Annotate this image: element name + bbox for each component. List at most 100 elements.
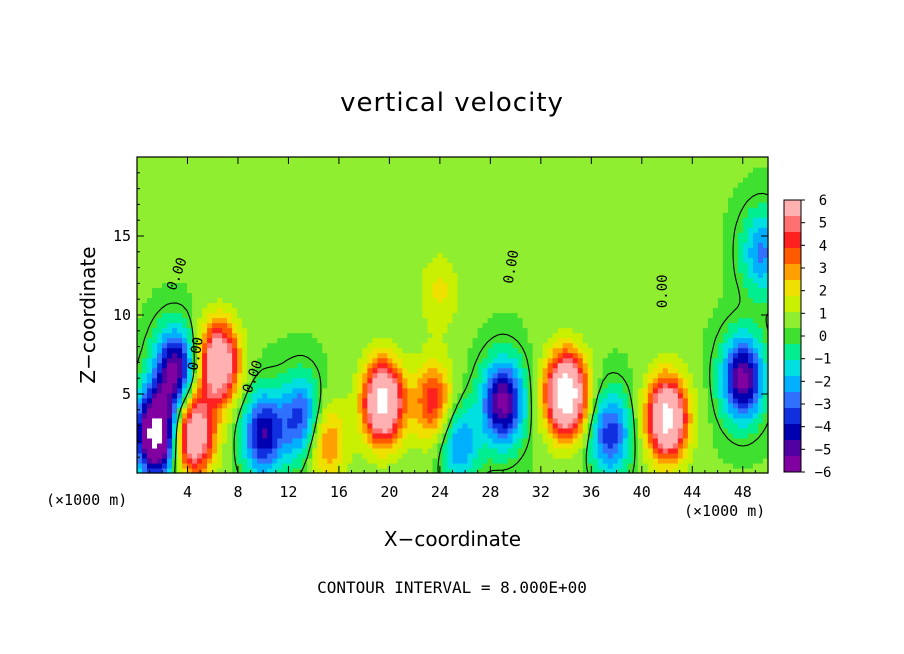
heatmap-cell xyxy=(372,402,378,409)
heatmap-cell xyxy=(477,347,484,354)
heatmap-cell xyxy=(342,412,348,419)
heatmap-cell xyxy=(252,392,258,399)
heatmap-cell xyxy=(527,217,534,223)
heatmap-cell xyxy=(492,382,499,389)
heatmap-cell xyxy=(217,257,223,263)
heatmap-cell xyxy=(162,277,168,283)
heatmap-cell xyxy=(382,437,388,444)
heatmap-cell xyxy=(277,397,283,404)
heatmap-cell xyxy=(392,362,399,369)
heatmap-cell xyxy=(172,447,178,454)
heatmap-cell xyxy=(397,342,404,349)
heatmap-cell xyxy=(287,452,293,459)
heatmap-cell xyxy=(387,282,394,289)
heatmap-cell xyxy=(432,262,439,268)
heatmap-cell xyxy=(147,382,153,389)
heatmap-cell xyxy=(487,202,494,208)
heatmap-cell xyxy=(182,187,188,193)
heatmap-cell xyxy=(477,207,484,213)
heatmap-cell xyxy=(447,357,454,364)
heatmap-cell xyxy=(362,467,368,474)
heatmap-cell xyxy=(337,322,343,329)
heatmap-cell xyxy=(467,227,474,233)
heatmap-cell xyxy=(297,322,303,329)
heatmap-cell xyxy=(292,192,298,198)
heatmap-cell xyxy=(292,307,298,314)
heatmap-cell xyxy=(482,207,489,213)
heatmap-cell xyxy=(472,397,479,404)
heatmap-cell xyxy=(472,227,479,233)
heatmap-cell xyxy=(477,297,484,304)
heatmap-cell xyxy=(457,257,464,263)
heatmap-cell xyxy=(262,322,268,329)
heatmap-cell xyxy=(482,427,489,434)
heatmap-cell xyxy=(232,437,238,444)
heatmap-cell xyxy=(322,207,328,213)
heatmap-cell xyxy=(232,222,238,228)
heatmap-cell xyxy=(137,457,143,464)
heatmap-cell xyxy=(262,187,268,193)
heatmap-cell xyxy=(147,167,153,173)
heatmap-cell xyxy=(377,332,383,339)
heatmap-cell xyxy=(342,342,348,349)
heatmap-cell xyxy=(257,237,263,243)
heatmap-cell xyxy=(277,292,283,299)
heatmap-cell xyxy=(232,337,238,344)
heatmap-cell xyxy=(297,382,303,389)
heatmap-cell xyxy=(207,237,213,243)
heatmap-cell xyxy=(177,262,183,268)
heatmap-cell xyxy=(302,297,308,304)
heatmap-cell xyxy=(472,462,479,469)
heatmap-cell xyxy=(147,157,153,163)
heatmap-cell xyxy=(482,157,489,163)
heatmap-cell xyxy=(252,347,258,354)
heatmap-cell xyxy=(402,377,409,384)
heatmap-cell xyxy=(292,422,298,429)
heatmap-cell xyxy=(442,407,449,414)
heatmap-cell xyxy=(142,257,148,263)
heatmap-cell xyxy=(497,242,504,248)
heatmap-cell xyxy=(482,297,489,304)
heatmap-cell xyxy=(262,167,268,173)
heatmap-cell xyxy=(527,452,534,459)
heatmap-cell xyxy=(372,172,378,178)
heatmap-cell xyxy=(307,462,313,469)
heatmap-cell xyxy=(367,402,373,409)
heatmap-cell xyxy=(177,417,183,424)
heatmap-cell xyxy=(442,197,449,203)
heatmap-cell xyxy=(197,242,203,248)
heatmap-cell xyxy=(192,437,198,444)
heatmap-cell xyxy=(372,282,378,289)
heatmap-cell xyxy=(372,437,378,444)
heatmap-cell xyxy=(297,167,303,173)
heatmap-cell xyxy=(202,342,208,349)
heatmap-cell xyxy=(357,417,363,424)
heatmap-cell xyxy=(282,327,288,334)
heatmap-cell xyxy=(522,222,529,228)
heatmap-cell xyxy=(167,212,173,218)
heatmap-cell xyxy=(227,392,233,399)
heatmap-cell xyxy=(432,242,439,248)
heatmap-cell xyxy=(242,452,248,459)
heatmap-cell xyxy=(397,412,404,419)
heatmap-cell xyxy=(192,447,198,454)
heatmap-cell xyxy=(527,282,534,289)
heatmap-cell xyxy=(282,382,288,389)
heatmap-cell xyxy=(467,452,474,459)
heatmap-cell xyxy=(512,282,519,289)
heatmap-cell xyxy=(217,187,223,193)
heatmap-cell xyxy=(377,257,383,263)
heatmap-cell xyxy=(232,162,238,168)
heatmap-cell xyxy=(392,457,399,464)
heatmap-cell xyxy=(277,162,283,168)
heatmap-cell xyxy=(492,347,499,354)
heatmap-cell xyxy=(222,312,228,319)
heatmap-cell xyxy=(457,272,464,278)
heatmap-cell xyxy=(172,162,178,168)
heatmap-cell xyxy=(187,337,193,344)
heatmap-cell xyxy=(502,312,509,319)
heatmap-cell xyxy=(402,192,409,198)
heatmap-cell xyxy=(227,412,233,419)
heatmap-cell xyxy=(457,382,464,389)
heatmap-cell xyxy=(342,292,348,299)
